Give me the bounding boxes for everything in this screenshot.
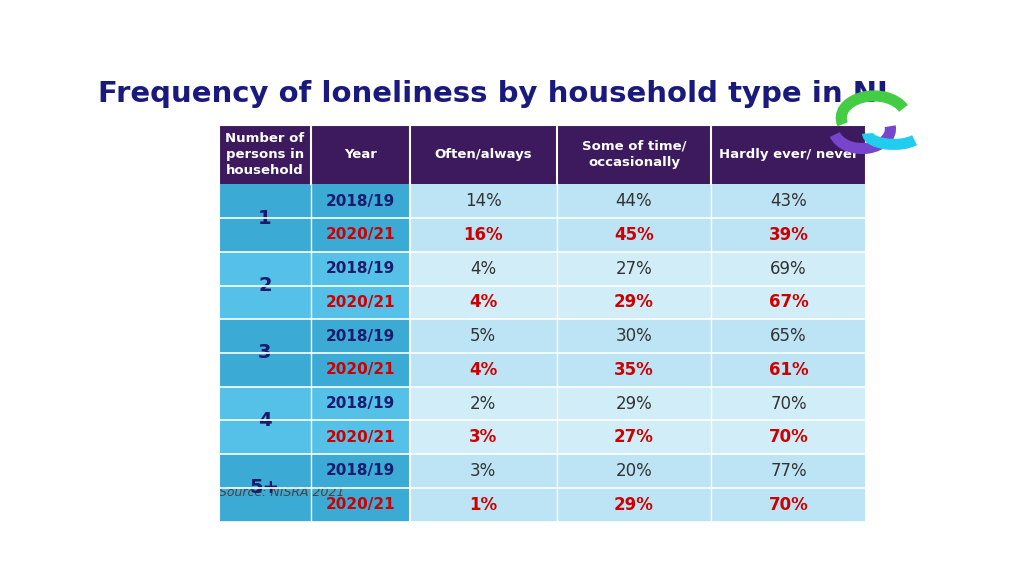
Text: 45%: 45% (614, 226, 653, 244)
Bar (410, 353, 866, 386)
Bar (219, 124, 866, 184)
Bar (410, 420, 866, 454)
Bar (219, 488, 410, 521)
Text: 67%: 67% (769, 293, 809, 312)
Text: 1: 1 (258, 209, 271, 228)
Text: 29%: 29% (614, 496, 654, 514)
Bar (410, 252, 866, 286)
Text: 2020/21: 2020/21 (326, 430, 395, 445)
Bar (219, 454, 410, 488)
Text: 61%: 61% (769, 361, 809, 379)
Text: 77%: 77% (770, 462, 807, 480)
Bar (410, 218, 866, 252)
Text: 27%: 27% (614, 428, 654, 446)
Text: 2020/21: 2020/21 (326, 295, 395, 310)
Bar (410, 488, 866, 521)
Bar (410, 184, 866, 218)
Bar (219, 353, 410, 386)
Bar (219, 420, 410, 454)
Text: 3%: 3% (469, 428, 498, 446)
Text: 30%: 30% (615, 327, 652, 345)
Text: 29%: 29% (614, 293, 654, 312)
Text: Frequency of loneliness by household type in NI: Frequency of loneliness by household typ… (98, 79, 888, 108)
Text: 2018/19: 2018/19 (326, 261, 395, 276)
Bar (219, 286, 410, 319)
Text: 2018/19: 2018/19 (326, 194, 395, 209)
Text: 5+: 5+ (250, 478, 280, 497)
Text: Some of time/
occasionally: Some of time/ occasionally (582, 140, 686, 169)
Text: 4: 4 (258, 411, 271, 430)
Bar (410, 319, 866, 353)
Text: 4%: 4% (470, 260, 497, 278)
Bar (219, 184, 410, 218)
Text: 2018/19: 2018/19 (326, 329, 395, 344)
Text: 14%: 14% (465, 192, 502, 210)
Bar (219, 218, 410, 252)
Text: 3%: 3% (470, 462, 497, 480)
Text: 3: 3 (258, 343, 271, 362)
Text: 2020/21: 2020/21 (326, 362, 395, 377)
Bar (219, 252, 410, 286)
Text: 20%: 20% (615, 462, 652, 480)
Text: 4%: 4% (469, 361, 498, 379)
Text: 70%: 70% (769, 428, 809, 446)
Text: 29%: 29% (615, 395, 652, 412)
Text: Number of
persons in
household: Number of persons in household (225, 132, 304, 177)
Bar (219, 319, 410, 353)
Text: 2020/21: 2020/21 (326, 497, 395, 512)
Text: 16%: 16% (463, 226, 503, 244)
Text: Year: Year (344, 148, 377, 161)
Bar (410, 286, 866, 319)
Text: 44%: 44% (615, 192, 652, 210)
Text: 27%: 27% (615, 260, 652, 278)
Text: 43%: 43% (770, 192, 807, 210)
Text: 4%: 4% (469, 293, 498, 312)
Text: Hardly ever/ never: Hardly ever/ never (719, 148, 858, 161)
Text: 65%: 65% (770, 327, 807, 345)
Text: 2018/19: 2018/19 (326, 396, 395, 411)
Text: Source: NISRA 2021: Source: NISRA 2021 (219, 486, 345, 499)
Bar (219, 386, 410, 420)
Text: 69%: 69% (770, 260, 807, 278)
Text: 2020/21: 2020/21 (326, 228, 395, 242)
Text: 70%: 70% (769, 496, 809, 514)
Text: 2%: 2% (470, 395, 497, 412)
Bar (410, 386, 866, 420)
Text: 1%: 1% (469, 496, 498, 514)
Text: 2: 2 (258, 276, 271, 295)
Text: 2018/19: 2018/19 (326, 464, 395, 479)
Text: 70%: 70% (770, 395, 807, 412)
Text: 35%: 35% (614, 361, 653, 379)
Text: 5%: 5% (470, 327, 497, 345)
Text: Often/always: Often/always (434, 148, 531, 161)
Text: 39%: 39% (769, 226, 809, 244)
Bar (410, 454, 866, 488)
